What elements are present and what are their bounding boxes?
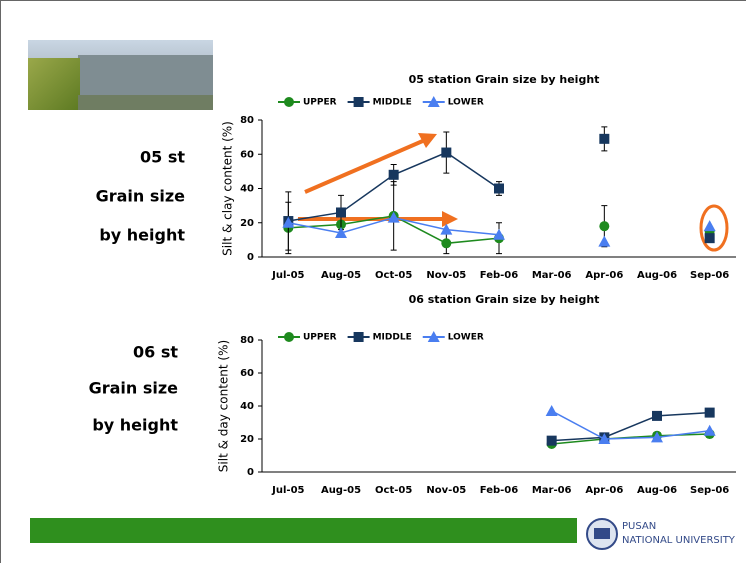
- side-label: 06 st: [133, 343, 178, 362]
- marker: [652, 411, 662, 421]
- legend-label: MIDDLE: [373, 98, 412, 108]
- x-tick-label: Jul-05: [271, 270, 304, 281]
- y-tick-label: 20: [240, 218, 254, 229]
- x-tick-label: Oct-05: [375, 270, 412, 281]
- legend-label: LOWER: [448, 98, 484, 108]
- x-tick-label: Mar-06: [532, 485, 572, 496]
- legend-label: UPPER: [303, 98, 337, 108]
- marker: [389, 170, 399, 180]
- x-tick-label: Jul-05: [271, 485, 304, 496]
- photo: [28, 40, 213, 110]
- chart-title: 06 station Grain size by height: [409, 293, 600, 306]
- x-tick-label: Sep-06: [690, 485, 729, 496]
- logo-text: NATIONAL UNIVERSITY: [622, 535, 736, 546]
- y-axis-label: Silt & clay content (%): [221, 121, 235, 256]
- slide: 05 st Grain size by height 06 st Grain s…: [0, 0, 746, 563]
- marker: [705, 233, 715, 243]
- chart-title: 05 station Grain size by height: [409, 73, 600, 86]
- y-tick-label: 40: [240, 184, 254, 195]
- series-line: [552, 413, 710, 441]
- marker: [494, 184, 504, 194]
- slide-canvas: 05 st Grain size by height 06 st Grain s…: [0, 0, 746, 563]
- y-tick-label: 0: [247, 467, 254, 478]
- legend-label: LOWER: [448, 333, 484, 343]
- marker: [547, 436, 557, 446]
- y-tick-label: 20: [240, 434, 254, 445]
- x-tick-label: Nov-05: [426, 270, 466, 281]
- logo-icon: [587, 519, 617, 549]
- y-tick-label: 60: [240, 149, 254, 160]
- legend-label: MIDDLE: [373, 333, 412, 343]
- x-tick-label: Feb-06: [480, 485, 518, 496]
- x-tick-label: Feb-06: [480, 270, 518, 281]
- footer-bar: [30, 518, 577, 543]
- y-axis-label: Silt & day content (%): [217, 340, 231, 472]
- marker: [284, 97, 294, 107]
- marker: [546, 405, 558, 416]
- marker: [354, 97, 364, 107]
- y-tick-label: 80: [240, 115, 254, 126]
- marker: [599, 221, 609, 231]
- marker: [598, 236, 610, 247]
- x-tick-label: Mar-06: [532, 270, 572, 281]
- x-tick-label: Nov-05: [426, 485, 466, 496]
- marker: [704, 220, 716, 231]
- x-tick-label: Apr-06: [585, 270, 623, 281]
- side-label: 05 st: [140, 148, 185, 167]
- marker: [284, 332, 294, 342]
- logo-text: PUSAN: [622, 521, 656, 532]
- marker: [354, 332, 364, 342]
- x-tick-label: Aug-06: [637, 270, 677, 281]
- x-tick-label: Aug-05: [321, 270, 361, 281]
- marker: [599, 134, 609, 144]
- side-label: by height: [99, 226, 185, 245]
- marker: [705, 408, 715, 418]
- x-tick-label: Aug-06: [637, 485, 677, 496]
- marker: [441, 238, 451, 248]
- side-label: by height: [92, 416, 178, 435]
- y-tick-label: 60: [240, 368, 254, 379]
- x-tick-label: Apr-06: [585, 485, 623, 496]
- side-label: Grain size: [96, 187, 186, 206]
- marker: [336, 207, 346, 217]
- side-label: Grain size: [89, 379, 179, 398]
- x-tick-label: Oct-05: [375, 485, 412, 496]
- legend-label: UPPER: [303, 333, 337, 343]
- annotations: [298, 133, 727, 250]
- y-tick-label: 80: [240, 335, 254, 346]
- x-tick-label: Aug-05: [321, 485, 361, 496]
- y-tick-label: 40: [240, 401, 254, 412]
- marker: [704, 425, 716, 436]
- y-tick-label: 0: [247, 252, 254, 263]
- marker: [441, 148, 451, 158]
- x-tick-label: Sep-06: [690, 270, 729, 281]
